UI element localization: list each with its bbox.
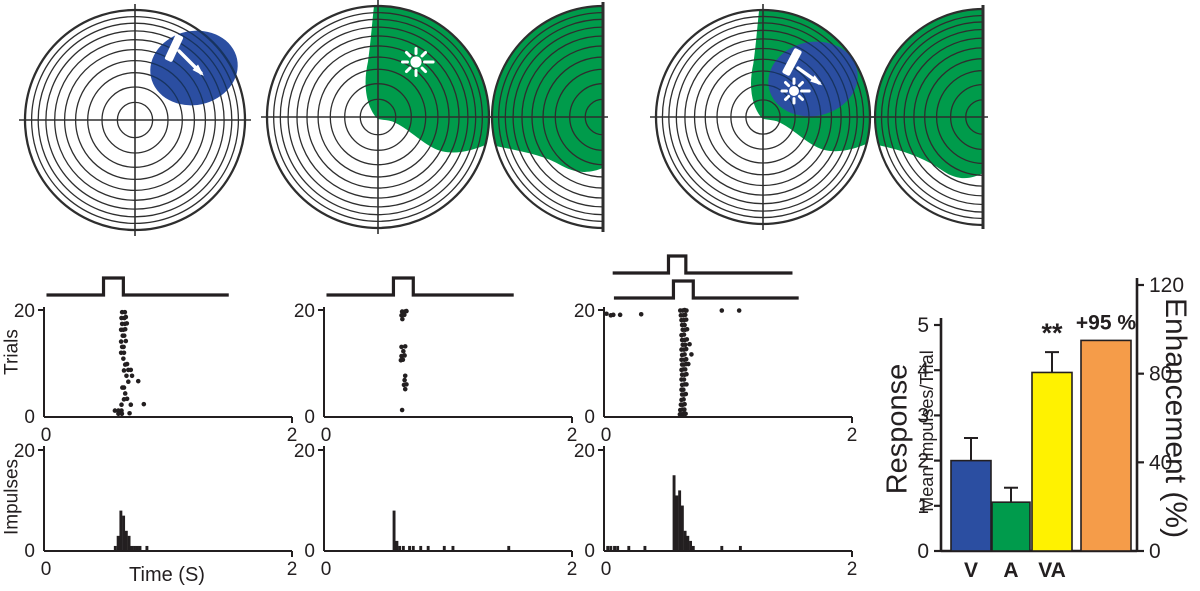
svg-text:0: 0 bbox=[601, 559, 612, 580]
svg-text:0: 0 bbox=[41, 559, 52, 580]
svg-text:**: ** bbox=[1041, 318, 1063, 348]
svg-text:VA: VA bbox=[1038, 559, 1066, 582]
svg-text:0: 0 bbox=[321, 425, 332, 442]
svg-text:4: 4 bbox=[917, 359, 929, 382]
raster-y-axis-label: Trials bbox=[1, 329, 23, 375]
svg-text:0: 0 bbox=[24, 541, 35, 562]
svg-text:A: A bbox=[1003, 559, 1018, 582]
svg-text:0: 0 bbox=[584, 407, 595, 428]
response-axis-label: Response bbox=[881, 363, 914, 495]
svg-text:+95 %: +95 % bbox=[1076, 311, 1136, 334]
svg-text:40: 40 bbox=[1149, 451, 1172, 474]
svg-text:0: 0 bbox=[584, 541, 595, 562]
rf-panel-auditory bbox=[261, 0, 608, 234]
svg-text:120: 120 bbox=[1149, 274, 1184, 297]
svg-text:20: 20 bbox=[574, 441, 595, 462]
svg-text:80: 80 bbox=[1149, 363, 1172, 386]
svg-text:3: 3 bbox=[917, 404, 929, 427]
svg-text:20: 20 bbox=[14, 301, 35, 322]
rf-panel-multisensory bbox=[650, 4, 988, 230]
svg-text:2: 2 bbox=[287, 425, 298, 442]
svg-text:0: 0 bbox=[917, 540, 929, 563]
svg-text:1: 1 bbox=[917, 495, 929, 518]
svg-text:0: 0 bbox=[304, 407, 315, 428]
svg-text:20: 20 bbox=[294, 441, 315, 462]
time-axis-label: Time (S) bbox=[129, 564, 205, 586]
histogram-y-axis-label: Impulses bbox=[1, 458, 23, 536]
svg-text:5: 5 bbox=[917, 314, 929, 337]
response-axis-sublabel: Mean Impulses/Trial bbox=[917, 350, 937, 512]
svg-text:2: 2 bbox=[847, 559, 858, 580]
svg-text:2: 2 bbox=[567, 559, 578, 580]
svg-text:2: 2 bbox=[847, 425, 858, 442]
enhancement-axis-label: Enhancement (%) bbox=[1159, 297, 1192, 539]
svg-text:0: 0 bbox=[1149, 540, 1161, 563]
svg-text:0: 0 bbox=[304, 541, 315, 562]
svg-text:20: 20 bbox=[14, 441, 35, 462]
svg-text:20: 20 bbox=[574, 301, 595, 322]
svg-text:20: 20 bbox=[294, 301, 315, 322]
svg-text:0: 0 bbox=[321, 559, 332, 580]
svg-text:V: V bbox=[964, 559, 978, 582]
svg-text:0: 0 bbox=[601, 425, 612, 442]
svg-text:2: 2 bbox=[567, 425, 578, 442]
svg-text:2: 2 bbox=[287, 559, 298, 580]
svg-text:0: 0 bbox=[24, 407, 35, 428]
svg-text:0: 0 bbox=[41, 425, 52, 442]
svg-text:2: 2 bbox=[917, 450, 929, 473]
rf-panel-visual bbox=[19, 4, 251, 236]
